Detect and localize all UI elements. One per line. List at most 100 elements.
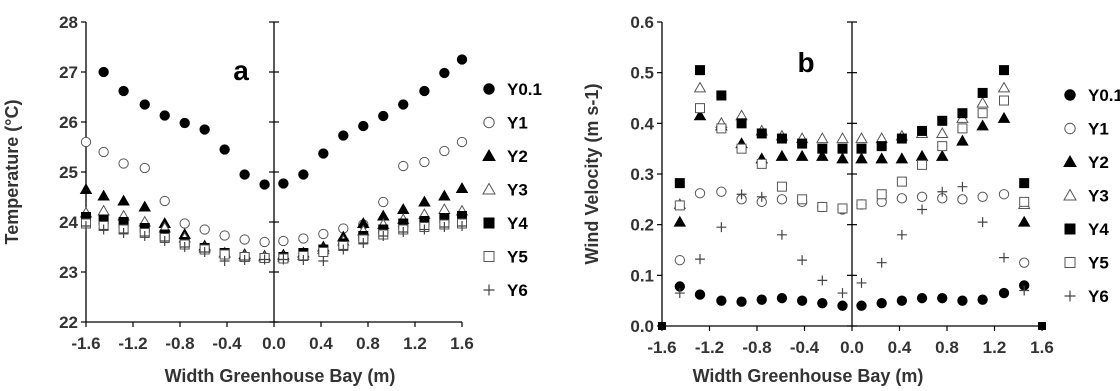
data-point <box>439 222 450 232</box>
data-point <box>239 255 250 265</box>
data-point <box>817 143 828 154</box>
y-tick-label: 0.5 <box>630 64 654 83</box>
series-Y6 <box>674 181 1030 299</box>
data-point <box>693 81 707 93</box>
data-point <box>957 108 968 119</box>
legend-marker <box>483 251 495 262</box>
x-tick-label: 0.0 <box>262 334 286 353</box>
data-point <box>937 141 948 152</box>
data-point <box>456 136 468 148</box>
data-point <box>816 132 829 144</box>
data-point <box>816 149 829 161</box>
data-point <box>896 176 907 187</box>
data-point <box>318 228 329 240</box>
legend-marker <box>1064 89 1076 101</box>
data-point <box>118 158 129 169</box>
data-point <box>876 298 887 309</box>
legend-label: Y4 <box>1088 220 1109 239</box>
data-point <box>856 300 867 311</box>
legend-marker <box>1064 290 1076 302</box>
data-point <box>456 54 468 65</box>
y-tick-label: 0.1 <box>630 266 654 285</box>
data-point <box>836 152 849 164</box>
data-point <box>999 95 1009 106</box>
data-point <box>957 295 968 306</box>
data-point <box>837 300 848 311</box>
data-point <box>976 119 989 131</box>
data-point <box>976 96 989 108</box>
data-point <box>756 158 767 169</box>
data-point <box>977 294 988 305</box>
legend-marker <box>483 284 495 296</box>
data-point <box>957 181 968 192</box>
y-tick-label: 0.2 <box>630 216 654 235</box>
data-point <box>716 186 727 197</box>
panel-a: 22 23 24 25 26 27 28 -1.6 -1.2 -0.8 -0.4 0.0 0.4 0.8 1… <box>2 13 542 386</box>
data-point <box>977 87 988 98</box>
data-point <box>797 138 808 149</box>
x-tick-label: 0.4 <box>888 338 912 357</box>
data-point <box>756 128 767 139</box>
data-point <box>956 134 969 146</box>
legend-label: Y2 <box>1088 153 1109 172</box>
y-tick-label: 26 <box>59 113 78 132</box>
data-point <box>1019 285 1030 296</box>
y-tick-label: 0.4 <box>630 114 654 133</box>
data-point <box>457 221 467 231</box>
data-point <box>673 215 687 227</box>
legend-marker <box>1063 154 1077 167</box>
panel-b: 0.0 0.1 0.2 0.3 0.4 0.5 0.6 -1.6 -1.2 -0.8 -0.4 0.0… <box>582 13 1120 386</box>
data-point <box>159 195 170 207</box>
legend-marker <box>483 116 495 129</box>
data-point <box>674 178 685 189</box>
x-tick-label: 0.8 <box>935 338 959 357</box>
data-point <box>837 203 848 214</box>
data-point <box>439 145 450 157</box>
axis-end-marker <box>1038 322 1046 330</box>
data-point <box>674 288 685 299</box>
data-point <box>398 227 409 237</box>
data-point <box>855 152 868 164</box>
data-point <box>796 295 808 306</box>
data-point <box>298 169 309 180</box>
data-point <box>977 217 988 228</box>
x-tick-label: -0.8 <box>165 334 194 353</box>
data-point <box>917 204 928 215</box>
data-point <box>917 159 928 170</box>
data-point <box>318 247 329 257</box>
y-tick-label: 28 <box>59 13 78 32</box>
x-tick-label: -0.4 <box>790 338 820 357</box>
data-point <box>937 292 948 304</box>
data-point <box>998 287 1010 299</box>
series-Y4 <box>674 65 1030 189</box>
data-point <box>419 156 430 168</box>
data-point <box>318 256 329 266</box>
y-tick-label: 23 <box>59 263 78 282</box>
legend-label: Y0.1 <box>1088 86 1120 105</box>
data-point <box>694 188 706 199</box>
data-point <box>997 81 1011 93</box>
data-point <box>855 132 868 144</box>
data-point <box>298 233 309 244</box>
axis-end-marker <box>658 322 666 330</box>
data-point <box>856 199 867 210</box>
data-point <box>736 118 747 129</box>
data-point <box>937 115 948 126</box>
data-point <box>736 143 747 154</box>
data-point <box>695 65 705 76</box>
data-point <box>199 124 210 135</box>
data-point <box>693 109 707 121</box>
data-point <box>998 189 1010 200</box>
panel-label: a <box>233 55 249 86</box>
data-point <box>876 189 887 200</box>
data-point <box>999 65 1009 76</box>
data-point <box>937 186 948 197</box>
data-point <box>817 201 828 212</box>
data-point <box>398 99 409 110</box>
data-point <box>775 149 789 161</box>
y-tick-label: 25 <box>59 163 78 182</box>
data-point <box>378 196 389 208</box>
data-point <box>876 257 887 268</box>
data-point <box>259 254 270 265</box>
data-point <box>219 144 230 155</box>
